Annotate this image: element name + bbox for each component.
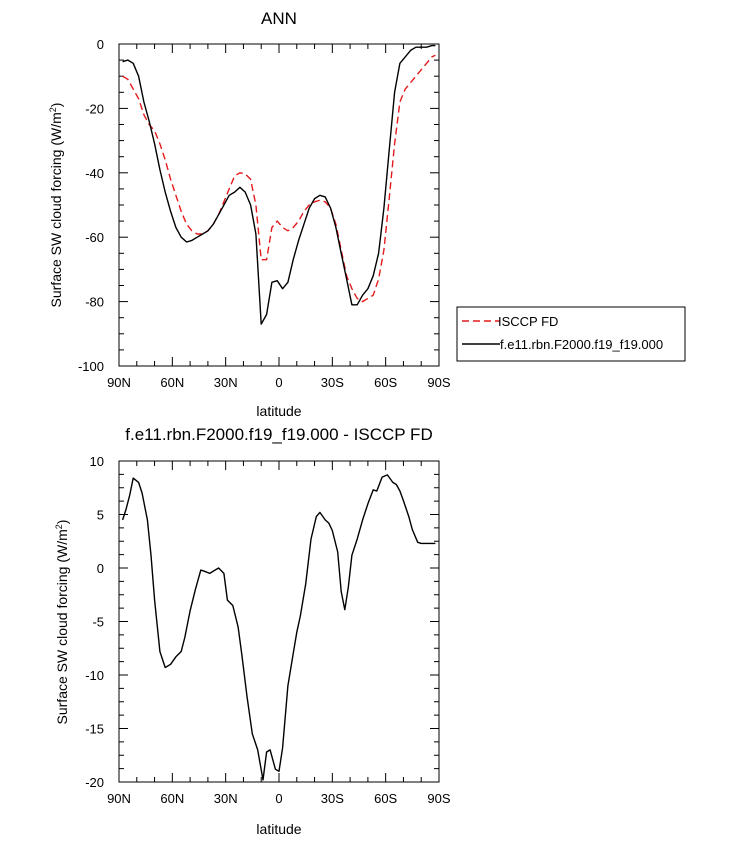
bottom-x-tick-label: 30S bbox=[321, 791, 344, 806]
top-y-tick-label: -20 bbox=[85, 101, 104, 116]
bottom-y-tick-label: -20 bbox=[85, 775, 104, 790]
bottom-x-tick-label: 30N bbox=[214, 791, 238, 806]
top-series bbox=[122, 44, 436, 325]
top-y-tick-label: -40 bbox=[85, 166, 104, 181]
top-y-tick-label: -60 bbox=[85, 230, 104, 245]
bottom-y-tick-label: 0 bbox=[97, 561, 104, 576]
bottom-ticks: 90N 60N 30N 0 30S 60S 90S 10 5 0 -5 -10 -15 -20 bbox=[85, 454, 451, 806]
legend-label-model: f.e11.rbn.F2000.f19_f19.000 bbox=[500, 337, 663, 352]
top-x-tick-label: 60N bbox=[160, 375, 184, 390]
legend-box bbox=[456, 306, 686, 362]
top-y-axis-label: Surface SW cloud forcing (W/m2) bbox=[48, 103, 64, 308]
top-x-axis-label: latitude bbox=[256, 403, 301, 419]
bottom-chart-title: f.e11.rbn.F2000.f19_f19.000 - ISCCP FD bbox=[125, 425, 432, 444]
top-chart: ANN Surface SW cloud forcing (W/m2) lati… bbox=[48, 9, 451, 419]
bottom-y-axis-label: Surface SW cloud forcing (W/m2) bbox=[54, 520, 70, 725]
bottom-y-tick-label: 5 bbox=[97, 508, 104, 523]
bottom-series-line-0 bbox=[121, 474, 436, 781]
top-series-line-0 bbox=[122, 54, 436, 303]
bottom-x-tick-label: 0 bbox=[275, 791, 282, 806]
top-x-tick-label: 30S bbox=[321, 375, 344, 390]
top-series-line-1 bbox=[122, 44, 436, 325]
top-x-tick-label: 60S bbox=[374, 375, 397, 390]
bottom-x-tick-label: 90S bbox=[427, 791, 450, 806]
bottom-y-tick-label: -15 bbox=[85, 722, 104, 737]
top-x-tick-label: 90N bbox=[107, 375, 131, 390]
bottom-x-tick-label: 60N bbox=[160, 791, 184, 806]
top-x-tick-label: 90S bbox=[427, 375, 450, 390]
top-plot-frame bbox=[118, 43, 440, 367]
bottom-plot-frame bbox=[118, 460, 440, 783]
bottom-y-tick-label: 10 bbox=[90, 454, 104, 469]
top-x-tick-label: 30N bbox=[214, 375, 238, 390]
top-y-tick-label: -100 bbox=[78, 359, 104, 374]
bottom-x-axis-label: latitude bbox=[256, 821, 301, 837]
legend-label-isccp: ISCCP FD bbox=[498, 314, 558, 329]
bottom-y-tick-label: -5 bbox=[92, 615, 104, 630]
top-y-tick-label: -80 bbox=[85, 295, 104, 310]
bottom-x-tick-label: 60S bbox=[374, 791, 397, 806]
bottom-y-tick-label: -10 bbox=[85, 668, 104, 683]
bottom-chart: f.e11.rbn.F2000.f19_f19.000 - ISCCP FD S… bbox=[54, 425, 451, 837]
top-y-tick-label: 0 bbox=[97, 37, 104, 52]
top-ticks: 90N 60N 30N 0 30S 60S 90S 0 -20 -40 -60 -80 -100 bbox=[78, 37, 451, 390]
bottom-x-tick-label: 90N bbox=[107, 791, 131, 806]
top-chart-title: ANN bbox=[261, 9, 297, 28]
bottom-series bbox=[121, 474, 436, 781]
legend: ISCCP FD f.e11.rbn.F2000.f19_f19.000 bbox=[456, 306, 686, 362]
top-x-tick-label: 0 bbox=[275, 375, 282, 390]
